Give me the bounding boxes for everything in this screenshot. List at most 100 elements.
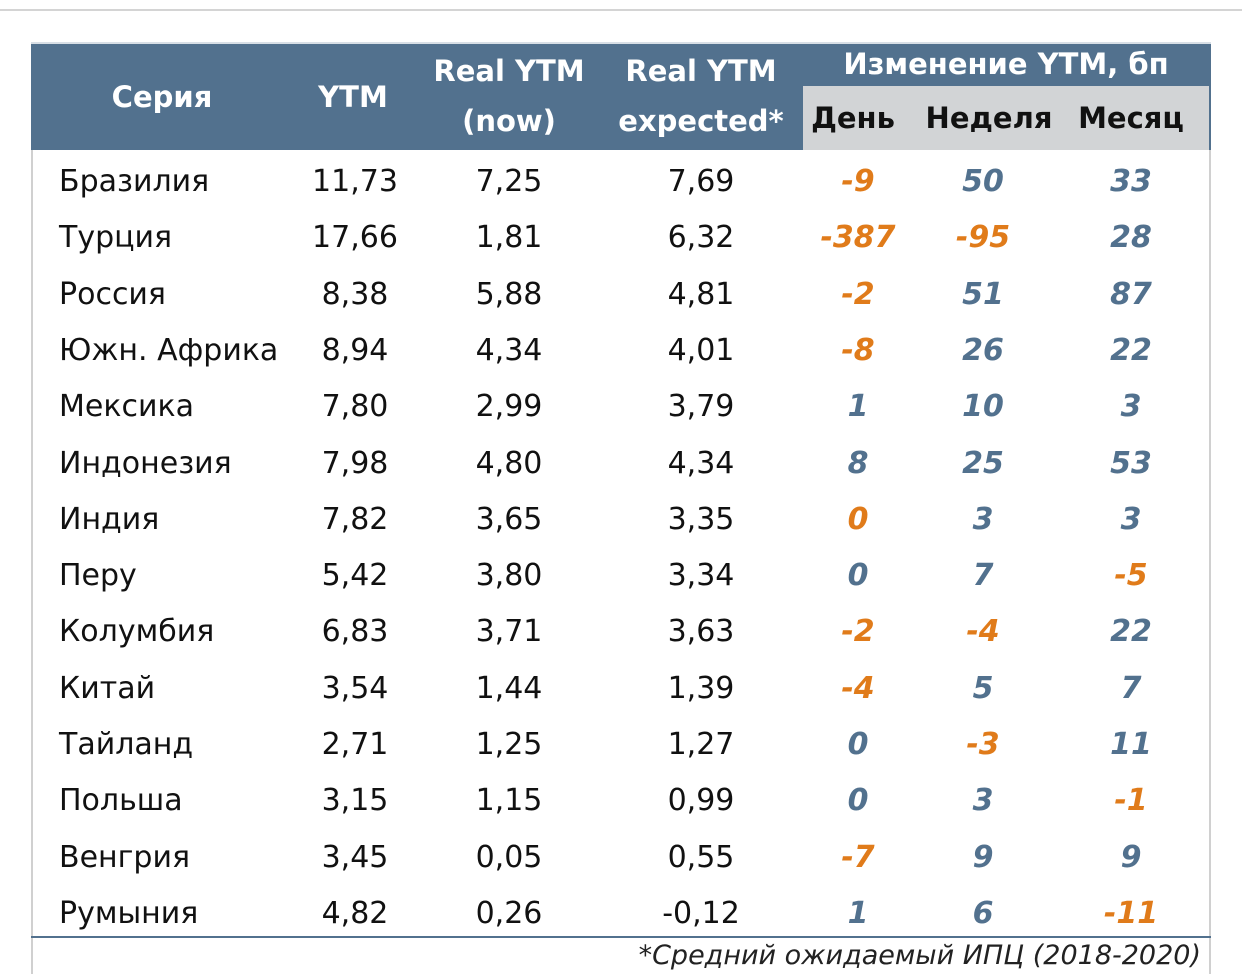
cell-ytm: 4,82 — [321, 896, 389, 931]
cell-real-now: 5,88 — [475, 277, 543, 312]
table-row: Румыния 4,82 0,26 -0,12 1 6 -11 — [31, 886, 1211, 942]
cell-ytm: 7,98 — [321, 446, 389, 481]
cell-real-now: 3,80 — [475, 558, 543, 593]
cell-change-day: -9 — [841, 164, 875, 199]
cell-ytm: 11,73 — [312, 164, 398, 199]
cell-series: Индия — [59, 502, 160, 537]
table-row: Тайланд 2,71 1,25 1,27 0 -3 11 — [31, 717, 1211, 773]
cell-change-day: 0 — [847, 558, 869, 593]
cell-change-month: 33 — [1110, 164, 1152, 199]
cell-real-expected: 4,01 — [667, 333, 735, 368]
header-series: Серия — [111, 80, 213, 114]
cell-series: Польша — [59, 783, 183, 818]
cell-change-day: 0 — [847, 783, 869, 818]
table-row: Бразилия 11,73 7,25 7,69 -9 50 33 — [31, 154, 1211, 210]
cell-change-day: -7 — [841, 840, 875, 875]
table-row: Венгрия 3,45 0,05 0,55 -7 9 9 — [31, 830, 1211, 886]
cell-change-week: -4 — [966, 614, 1000, 649]
cell-ytm: 8,38 — [321, 277, 389, 312]
cell-series: Турция — [59, 220, 173, 255]
cell-ytm: 3,15 — [321, 783, 389, 818]
cell-change-day: 0 — [847, 502, 869, 537]
cell-real-now: 2,99 — [475, 389, 543, 424]
cell-real-now: 0,05 — [475, 840, 543, 875]
cell-change-week: 5 — [972, 671, 994, 706]
cell-real-expected: 1,27 — [667, 727, 735, 762]
cell-change-month: 87 — [1110, 277, 1152, 312]
cell-real-now: 1,81 — [475, 220, 543, 255]
cell-real-now: 3,65 — [475, 502, 543, 537]
right-border — [1209, 150, 1211, 974]
cell-ytm: 7,82 — [321, 502, 389, 537]
cell-change-month: 22 — [1110, 333, 1152, 368]
cell-real-expected: 0,55 — [667, 840, 735, 875]
cell-series: Румыния — [59, 896, 199, 931]
top-divider — [0, 0, 1242, 11]
cell-change-month: 22 — [1110, 614, 1152, 649]
cell-real-expected: 1,39 — [667, 671, 735, 706]
cell-change-week: 25 — [962, 446, 1004, 481]
cell-change-week: 10 — [962, 389, 1004, 424]
cell-ytm: 5,42 — [321, 558, 389, 593]
header-real-expected-line1: Real YTM — [625, 54, 777, 88]
table-row: Турция 17,66 1,81 6,32 -387 -95 28 — [31, 210, 1211, 266]
cell-change-day: -4 — [841, 671, 875, 706]
cell-change-week: 50 — [962, 164, 1004, 199]
cell-change-week: 7 — [972, 558, 994, 593]
cell-change-week: 9 — [972, 840, 994, 875]
cell-change-week: -3 — [966, 727, 1000, 762]
cell-real-now: 1,44 — [475, 671, 543, 706]
cell-real-expected: 3,35 — [667, 502, 735, 537]
cell-real-now: 0,26 — [475, 896, 543, 931]
cell-change-day: -387 — [820, 220, 896, 255]
cell-change-month: 7 — [1120, 671, 1142, 706]
cell-real-now: 4,34 — [475, 333, 543, 368]
cell-change-month: 53 — [1110, 446, 1152, 481]
cell-change-week: 51 — [962, 277, 1004, 312]
cell-ytm: 6,83 — [321, 614, 389, 649]
table-row: Китай 3,54 1,44 1,39 -4 5 7 — [31, 661, 1211, 717]
left-border — [31, 150, 33, 974]
table-row: Польша 3,15 1,15 0,99 0 3 -1 — [31, 773, 1211, 829]
cell-real-now: 1,15 — [475, 783, 543, 818]
header-top-edge — [31, 42, 1211, 44]
cell-change-month: 3 — [1120, 502, 1142, 537]
cell-series: Тайланд — [59, 727, 194, 762]
header-real-now-line1: Real YTM — [433, 54, 585, 88]
cell-change-day: -8 — [841, 333, 875, 368]
cell-series: Мексика — [59, 389, 194, 424]
cell-real-expected: 3,79 — [667, 389, 735, 424]
header-change-group: Изменение YTM, бп — [843, 47, 1169, 81]
cell-change-day: -2 — [841, 277, 875, 312]
cell-ytm: 8,94 — [321, 333, 389, 368]
cell-real-expected: 7,69 — [667, 164, 735, 199]
cell-change-week: 26 — [962, 333, 1004, 368]
cell-change-month: 11 — [1110, 727, 1152, 762]
cell-real-expected: 4,81 — [667, 277, 735, 312]
cell-ytm: 3,45 — [321, 840, 389, 875]
table-row: Индия 7,82 3,65 3,35 0 3 3 — [31, 492, 1211, 548]
cell-series: Перу — [59, 558, 137, 593]
cell-real-now: 7,25 — [475, 164, 543, 199]
cell-real-now: 3,71 — [475, 614, 543, 649]
cell-change-day: -2 — [841, 614, 875, 649]
table-row: Россия 8,38 5,88 4,81 -2 51 87 — [31, 267, 1211, 323]
cell-real-now: 4,80 — [475, 446, 543, 481]
cell-series: Бразилия — [59, 164, 210, 199]
table-row: Индонезия 7,98 4,80 4,34 8 25 53 — [31, 436, 1211, 492]
cell-change-week: 6 — [972, 896, 994, 931]
header-ytm: YTM — [318, 80, 388, 114]
cell-ytm: 3,54 — [321, 671, 389, 706]
subheader-band — [803, 86, 1209, 150]
cell-change-day: 0 — [847, 727, 869, 762]
cell-series: Россия — [59, 277, 166, 312]
cell-series: Китай — [59, 671, 156, 706]
cell-change-day: 1 — [847, 389, 869, 424]
cell-change-day: 1 — [847, 896, 869, 931]
cell-ytm: 2,71 — [321, 727, 389, 762]
cell-change-month: -5 — [1114, 558, 1148, 593]
table-bottom-rule — [31, 936, 1211, 938]
cell-change-day: 8 — [847, 446, 869, 481]
cell-change-week: 3 — [972, 783, 994, 818]
ytm-table: Серия YTM Real YTM (now) Real YTM expect… — [31, 42, 1211, 974]
